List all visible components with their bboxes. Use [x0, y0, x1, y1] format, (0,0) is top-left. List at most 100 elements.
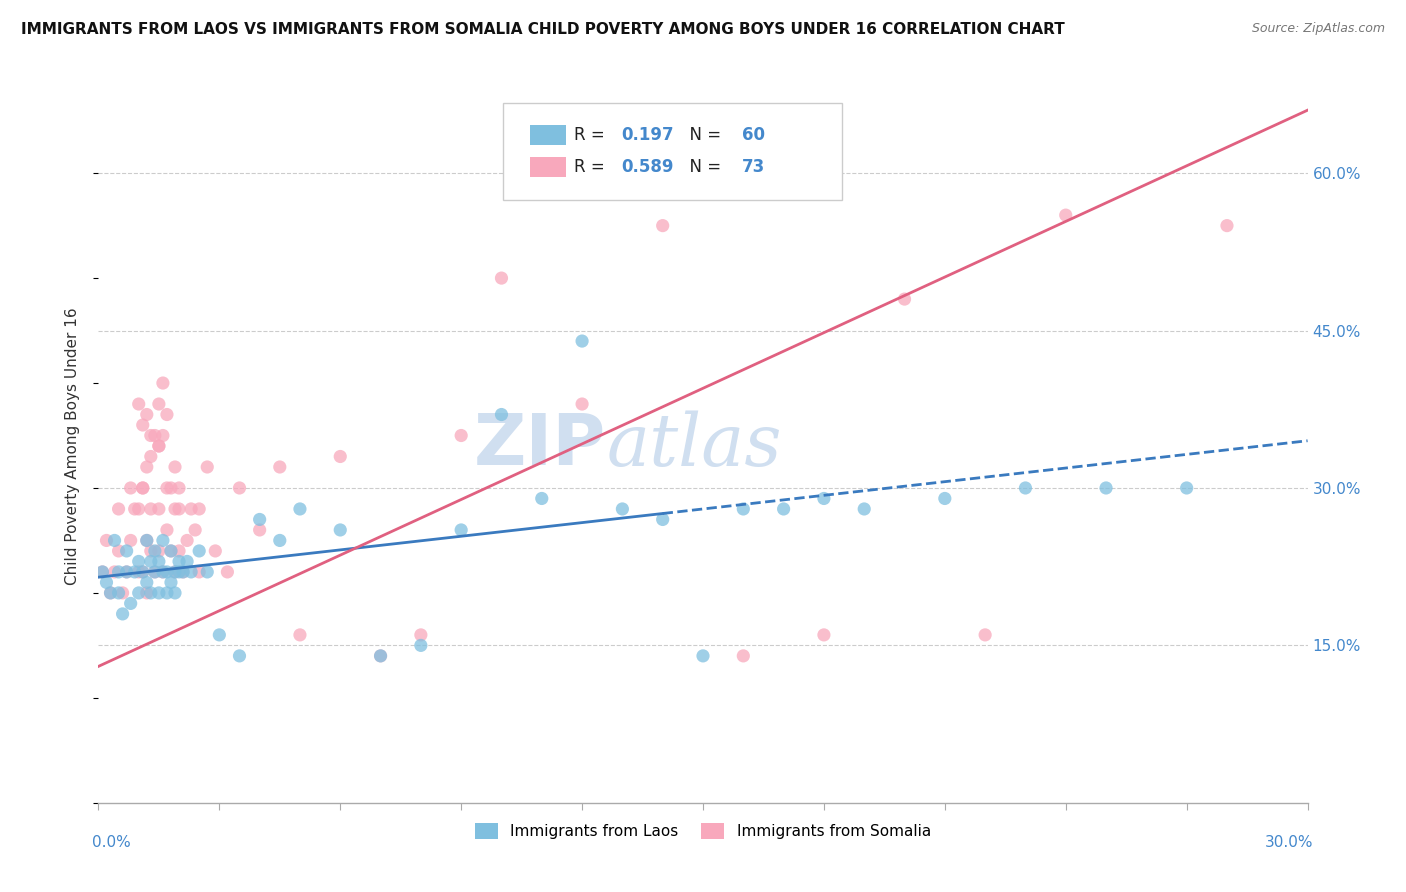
Point [115, 544, 138, 558]
Point [148, 586, 170, 600]
Point [813, 491, 835, 506]
Text: 0.197: 0.197 [621, 126, 673, 144]
Point [103, 533, 125, 548]
Point [163, 460, 186, 475]
Point [152, 533, 174, 548]
Point [180, 565, 202, 579]
Point [156, 565, 179, 579]
Point [100, 586, 122, 600]
Point [128, 565, 150, 579]
Point [180, 502, 202, 516]
Point [103, 565, 125, 579]
Text: ZIP: ZIP [474, 411, 606, 481]
Point [132, 481, 155, 495]
Point [148, 554, 170, 568]
Point [772, 502, 794, 516]
Point [148, 439, 170, 453]
Legend: Immigrants from Laos, Immigrants from Somalia: Immigrants from Laos, Immigrants from So… [470, 817, 936, 845]
Point [132, 481, 155, 495]
Point [1216, 219, 1239, 233]
Point [156, 523, 179, 537]
Point [148, 397, 170, 411]
Point [217, 565, 239, 579]
Point [143, 544, 166, 558]
Point [163, 565, 186, 579]
Point [571, 334, 593, 348]
Bar [530, 125, 567, 145]
Point [288, 628, 311, 642]
Point [135, 586, 157, 600]
Point [692, 648, 714, 663]
Point [1095, 481, 1118, 495]
Point [143, 565, 166, 579]
Point [329, 523, 352, 537]
Text: 30.0%: 30.0% [1265, 835, 1313, 850]
Point [1175, 481, 1198, 495]
Point [128, 397, 150, 411]
Point [163, 586, 186, 600]
Point [107, 502, 129, 516]
Point [733, 648, 755, 663]
Point [160, 544, 183, 558]
Text: Source: ZipAtlas.com: Source: ZipAtlas.com [1251, 22, 1385, 36]
Point [853, 502, 876, 516]
Point [115, 565, 138, 579]
Point [188, 502, 211, 516]
Point [107, 586, 129, 600]
Point [152, 565, 174, 579]
Text: atlas: atlas [606, 410, 782, 482]
Point [160, 575, 183, 590]
Point [143, 565, 166, 579]
Point [132, 565, 155, 579]
Point [100, 586, 122, 600]
Text: R =: R = [574, 158, 610, 176]
Point [143, 428, 166, 442]
Point [1014, 481, 1036, 495]
Point [156, 481, 179, 495]
Point [111, 586, 134, 600]
Point [120, 533, 142, 548]
Point [1054, 208, 1077, 222]
Point [491, 271, 513, 285]
Point [370, 648, 392, 663]
Point [450, 428, 472, 442]
Point [409, 639, 432, 653]
Point [195, 565, 218, 579]
Point [228, 648, 250, 663]
Text: 0.0%: 0.0% [93, 835, 131, 850]
Point [188, 565, 211, 579]
Point [135, 533, 157, 548]
Point [163, 502, 186, 516]
Point [139, 450, 162, 464]
Point [115, 565, 138, 579]
Point [128, 554, 150, 568]
Y-axis label: Child Poverty Among Boys Under 16: Child Poverty Among Boys Under 16 [65, 307, 80, 585]
Point [167, 565, 190, 579]
Point [612, 502, 634, 516]
Point [132, 417, 155, 432]
Point [893, 292, 915, 306]
Point [139, 586, 162, 600]
Text: IMMIGRANTS FROM LAOS VS IMMIGRANTS FROM SOMALIA CHILD POVERTY AMONG BOYS UNDER 1: IMMIGRANTS FROM LAOS VS IMMIGRANTS FROM … [21, 22, 1064, 37]
Point [491, 408, 513, 422]
Point [152, 376, 174, 390]
Point [974, 628, 997, 642]
Point [249, 523, 271, 537]
Point [107, 565, 129, 579]
Point [249, 512, 271, 526]
Point [96, 575, 118, 590]
Point [530, 491, 553, 506]
Point [156, 586, 179, 600]
Point [370, 648, 392, 663]
Point [135, 408, 157, 422]
Point [167, 544, 190, 558]
Point [163, 565, 186, 579]
Point [651, 512, 673, 526]
Point [450, 523, 472, 537]
Point [409, 628, 432, 642]
Point [288, 502, 311, 516]
Point [176, 533, 198, 548]
Text: N =: N = [679, 126, 725, 144]
Point [148, 439, 170, 453]
Point [135, 533, 157, 548]
